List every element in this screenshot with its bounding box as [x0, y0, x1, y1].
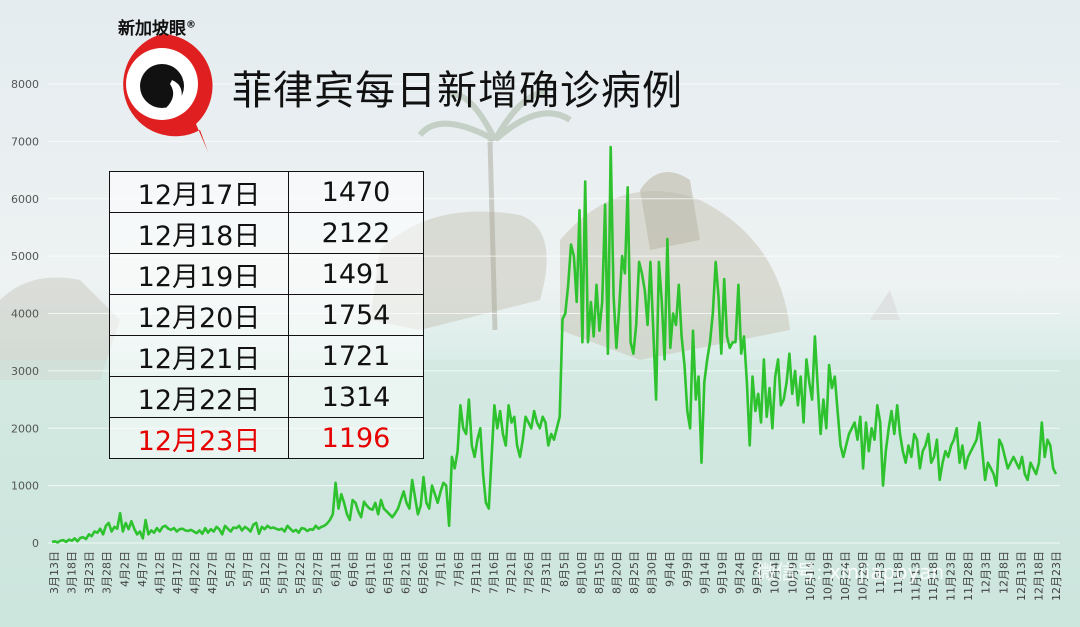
x-tick-label: 12月23日: [1050, 551, 1063, 601]
x-tick-label: 8月15日: [593, 551, 606, 594]
table-date-cell: 12月18日: [109, 212, 289, 254]
table-value-cell: 1721: [288, 335, 424, 377]
x-tick-label: 4月17日: [171, 551, 184, 594]
table-date-cell: 12月20日: [109, 294, 289, 336]
x-tick-label: 9月14日: [698, 551, 711, 594]
y-tick-label: 6000: [11, 193, 39, 206]
table-value-cell: 1470: [288, 171, 424, 213]
x-tick-label: 8月25日: [628, 551, 641, 594]
y-tick-label: 3000: [11, 365, 39, 378]
x-tick-label: 4月22日: [189, 551, 202, 594]
x-tick-label: 11月13日: [909, 551, 922, 601]
x-tick-label: 10月29日: [857, 551, 870, 601]
table-value-cell: 1491: [288, 253, 424, 295]
x-tick-label: 9月24日: [734, 551, 747, 594]
table-row: 12月18日 2122: [109, 212, 424, 254]
x-tick-label: 5月22日: [294, 551, 307, 594]
x-tick-label: 5月17日: [277, 551, 290, 594]
table-row: 12月19日 1491: [109, 253, 424, 295]
x-tick-label: 6月16日: [382, 551, 395, 594]
table-row: 12月22日 1314: [109, 376, 424, 418]
x-tick-label: 10月9日: [786, 551, 799, 594]
x-tick-label: 8月5日: [558, 551, 571, 587]
x-tick-label: 5月27日: [312, 551, 325, 594]
table-date-cell: 12月22日: [109, 376, 289, 418]
page-title: 菲律宾每日新增确诊病例: [232, 68, 683, 114]
x-tick-label: 6月21日: [400, 551, 413, 594]
x-tick-label: 8月30日: [646, 551, 659, 594]
table-value-cell: 2122: [288, 212, 424, 254]
x-tick-label: 7月26日: [523, 551, 536, 594]
x-tick-label: 8月20日: [611, 551, 624, 594]
y-tick-label: 5000: [11, 250, 39, 263]
table-row: 12月20日 1754: [109, 294, 424, 336]
x-tick-label: 4月7日: [136, 551, 149, 587]
x-tick-label: 10月14日: [804, 551, 817, 601]
table-row: 12月17日 1470: [109, 171, 424, 213]
x-tick-label: 7月6日: [452, 551, 465, 587]
x-tick-label: 7月1日: [435, 551, 448, 587]
x-tick-label: 3月28日: [101, 551, 114, 594]
y-axis-ticks: 0 1000 2000 3000 4000 5000 6000 7000 8000: [11, 78, 39, 550]
brand-logo: [123, 34, 213, 152]
x-tick-label: 5月12日: [259, 551, 272, 594]
x-tick-label: 6月26日: [417, 551, 430, 594]
x-tick-label: 9月4日: [663, 551, 676, 587]
y-tick-label: 0: [32, 537, 39, 550]
wechat-watermark: 微信号: xinjiapoyan: [756, 560, 945, 584]
x-tick-label: 10月24日: [839, 551, 852, 601]
x-tick-label: 9月29日: [751, 551, 764, 594]
x-tick-label: 12月13日: [1015, 551, 1028, 601]
x-tick-label: 11月18日: [927, 551, 940, 601]
x-tick-label: 11月8日: [892, 551, 905, 594]
x-tick-label: 8月10日: [575, 551, 588, 594]
x-tick-label: 3月23日: [83, 551, 96, 594]
y-tick-label: 7000: [11, 135, 39, 148]
x-tick-label: 7月16日: [487, 551, 500, 594]
x-tick-label: 11月28日: [962, 551, 975, 601]
x-tick-label: 12月8日: [997, 551, 1010, 594]
x-tick-label: 4月27日: [206, 551, 219, 594]
x-tick-label: 3月18日: [66, 551, 79, 594]
brand-name: 新加坡眼®: [118, 19, 196, 39]
table-date-cell: 12月17日: [109, 171, 289, 213]
table-value-cell: 1314: [288, 376, 424, 418]
x-tick-label: 6月1日: [329, 551, 342, 587]
x-tick-label: 5月7日: [241, 551, 254, 587]
x-tick-label: 4月12日: [153, 551, 166, 594]
x-tick-label: 9月19日: [716, 551, 729, 594]
table-date-cell: 12月23日: [109, 417, 289, 459]
x-tick-label: 6月11日: [364, 551, 377, 594]
x-tick-label: 9月9日: [681, 551, 694, 587]
x-tick-label: 5月2日: [224, 551, 237, 587]
table-row: 12月21日 1721: [109, 335, 424, 377]
y-tick-label: 2000: [11, 422, 39, 435]
x-tick-label: 12月3日: [980, 551, 993, 594]
table-value-cell: 1754: [288, 294, 424, 336]
daily-cases-table: 12月17日 1470 12月18日 2122 12月19日 1491 12月20日 1754…: [109, 171, 424, 459]
x-tick-label: 4月2日: [118, 551, 131, 587]
x-tick-label: 7月11日: [470, 551, 483, 594]
x-axis-ticks: 3月13日 3月18日 3月23日 3月28日 4月2日 4月7日 4月12日 4月17日 4月…: [48, 551, 1063, 601]
table-date-cell: 12月19日: [109, 253, 289, 295]
x-tick-label: 10月19日: [821, 551, 834, 601]
series-line: [51, 145, 1058, 544]
y-tick-label: 8000: [11, 78, 39, 91]
table-value-cell: 1196: [288, 417, 424, 459]
x-tick-label: 11月3日: [874, 551, 887, 594]
table-date-cell: 12月21日: [109, 335, 289, 377]
x-tick-label: 10月4日: [769, 551, 782, 594]
x-tick-label: 3月13日: [48, 551, 61, 594]
x-tick-label: 6月6日: [347, 551, 360, 587]
y-tick-label: 1000: [11, 480, 39, 493]
y-tick-label: 4000: [11, 308, 39, 321]
x-tick-label: 7月21日: [505, 551, 518, 594]
table-row: 12月23日 1196: [109, 417, 424, 459]
x-tick-label: 7月31日: [540, 551, 553, 594]
x-tick-label: 11月23日: [945, 551, 958, 601]
x-tick-label: 12月18日: [1032, 551, 1045, 601]
